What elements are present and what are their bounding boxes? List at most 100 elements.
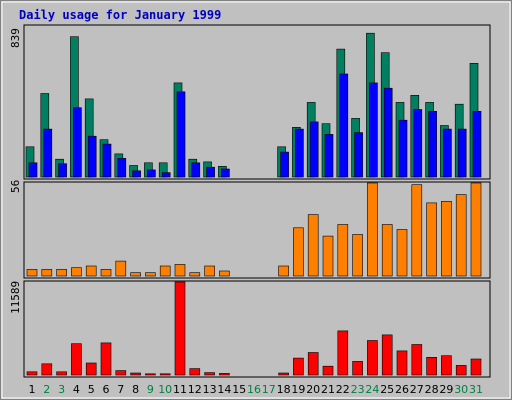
pages-bar: [367, 182, 378, 277]
kbytes-bar: [322, 365, 334, 376]
pages-panel: [23, 181, 491, 279]
files-bar: [161, 172, 171, 178]
kbytes-bar: [85, 362, 97, 376]
x-tick-label: 1: [29, 383, 36, 396]
kbytes-bar: [426, 356, 437, 376]
x-tick-label: 5: [88, 383, 95, 396]
chart-bars: [25, 32, 482, 376]
files-bar: [117, 158, 127, 178]
kbytes-bar: [293, 357, 304, 376]
pages-bar: [470, 182, 482, 277]
files-bar: [369, 82, 378, 178]
kbytes-bar: [381, 334, 393, 376]
x-tick-label: 28: [425, 383, 439, 396]
files-bar: [383, 87, 393, 178]
files-bar: [28, 162, 38, 178]
x-tick-label: 29: [439, 383, 453, 396]
kbytes-ymax-label: 11589: [9, 281, 22, 314]
x-tick-label: 12: [188, 383, 202, 396]
pages-bar: [396, 229, 408, 277]
pages-bar: [26, 269, 38, 277]
kbytes-bar: [26, 371, 38, 376]
pages-bar: [115, 260, 127, 277]
x-tick-label: 27: [410, 383, 424, 396]
x-tick-label: 6: [103, 383, 110, 396]
x-tick-label: 25: [380, 383, 394, 396]
x-axis-labels: 1 2 3 4 5 6 7 8 9 10 11 12 13 14 15 16 17 18 19 20 21 22 23 24 2…: [29, 383, 484, 396]
files-bar: [132, 170, 141, 178]
x-tick-label: 8: [132, 383, 139, 396]
x-tick-label: 2: [43, 383, 50, 396]
hits-ymax-label: 839: [9, 28, 22, 48]
x-tick-label: 19: [291, 383, 305, 396]
files-bar: [457, 128, 467, 178]
files-bar: [324, 134, 334, 178]
kbytes-bar: [441, 355, 452, 376]
kbytes-bar: [71, 343, 82, 376]
pages-bar: [293, 227, 304, 277]
files-bar: [413, 109, 423, 178]
pages-bar: [411, 184, 423, 277]
kbytes-bar: [189, 368, 201, 376]
pages-bar: [219, 270, 230, 277]
files-bar: [43, 128, 53, 178]
kbytes-bar: [352, 361, 363, 376]
hits-files-panel: [23, 24, 491, 180]
pages-bar: [455, 194, 467, 277]
pages-bar: [278, 265, 289, 277]
pages-bar: [307, 214, 319, 277]
pages-ymax-label: 56: [9, 180, 22, 193]
x-tick-label: 31: [469, 383, 483, 396]
kbytes-bar: [307, 352, 319, 376]
files-bar: [309, 121, 319, 178]
pages-bar: [426, 202, 437, 277]
kbytes-bar: [455, 365, 467, 376]
x-tick-label: 23: [351, 383, 365, 396]
pages-bar: [159, 265, 171, 277]
files-bar: [443, 128, 452, 178]
pages-bar: [381, 224, 393, 277]
x-tick-label: 20: [306, 383, 320, 396]
files-bar: [206, 166, 215, 178]
chart-title: Daily usage for January 1999: [19, 8, 221, 22]
kbytes-bar: [174, 281, 186, 376]
x-tick-label: 7: [117, 383, 124, 396]
pages-bar: [145, 272, 156, 277]
kbytes-bar: [411, 344, 423, 376]
kbytes-bar: [396, 350, 408, 376]
files-bar: [280, 151, 289, 178]
files-bar: [87, 135, 97, 178]
files-bar: [191, 162, 201, 178]
pages-bar: [322, 235, 334, 277]
kbytes-panel: [23, 280, 491, 378]
x-tick-label: 3: [58, 383, 65, 396]
pages-bar: [71, 267, 82, 277]
kbytes-bar: [130, 372, 141, 376]
kbytes-bar: [278, 372, 289, 376]
files-bar: [398, 119, 408, 178]
pages-bar: [130, 272, 141, 277]
x-tick-label: 4: [73, 383, 80, 396]
x-tick-label: 17: [262, 383, 276, 396]
files-bar: [295, 128, 304, 178]
x-tick-label: 9: [147, 383, 154, 396]
x-tick-label: 15: [232, 383, 246, 396]
x-tick-label: 13: [203, 383, 217, 396]
x-tick-label: 26: [395, 383, 409, 396]
x-tick-label: 21: [321, 383, 335, 396]
kbytes-bar: [337, 330, 349, 376]
kbytes-bar: [100, 342, 112, 376]
pages-bar: [100, 269, 112, 277]
x-tick-label: 16: [247, 383, 261, 396]
files-bar: [58, 163, 67, 178]
pages-bar: [189, 272, 201, 277]
pages-bar: [337, 224, 349, 277]
kbytes-bar: [204, 372, 215, 376]
pages-bar: [56, 269, 67, 277]
x-tick-label: 18: [277, 383, 291, 396]
files-bar: [102, 143, 112, 178]
kbytes-bar: [219, 373, 230, 376]
kbytes-bar: [470, 358, 482, 376]
